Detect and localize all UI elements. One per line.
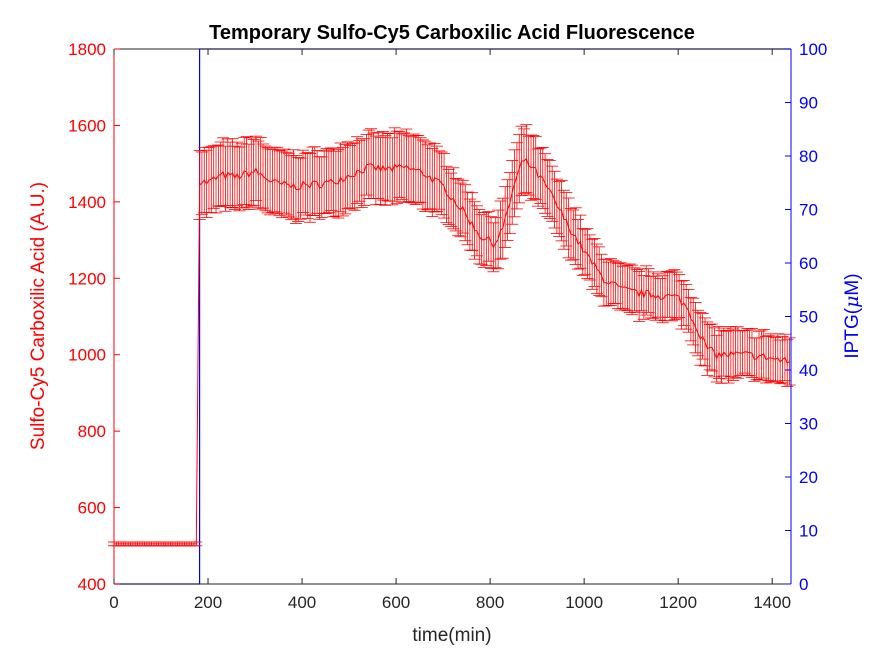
right-y-tick-label: 90	[799, 94, 818, 113]
x-tick-label: 1400	[753, 593, 791, 612]
x-tick-label: 200	[194, 593, 222, 612]
left-y-axis-label: Sulfo-Cy5 Carboxilic Acid (A.U.)	[28, 182, 49, 450]
fluorescence-mean-line	[114, 157, 790, 545]
right-y-axis-label: IPTG(μM)	[841, 273, 863, 358]
left-y-tick-label: 800	[78, 422, 106, 441]
left-y-tick-label: 600	[78, 499, 106, 518]
left-y-tick-label: 1000	[68, 346, 106, 365]
right-y-tick-label: 100	[799, 40, 827, 59]
right-y-tick-label: 20	[799, 468, 818, 487]
left-y-tick-label: 1200	[68, 269, 106, 288]
left-y-tick-label: 400	[78, 575, 106, 594]
x-tick-label: 600	[382, 593, 410, 612]
x-tick-label: 0	[109, 593, 118, 612]
right-y-tick-label: 30	[799, 415, 818, 434]
chart-title: Temporary Sulfo-Cy5 Carboxilic Acid Fluo…	[209, 22, 695, 44]
error-bar	[783, 337, 796, 386]
x-axis-ticks: 0 200 400 600 800 1000 1200 1400	[109, 49, 791, 612]
left-y-axis-ticks: 400 600 800 1000 1200 1400 1600 1800	[68, 40, 120, 594]
x-axis-label: time(min)	[412, 625, 491, 646]
left-y-tick-label: 1600	[68, 116, 106, 135]
x-tick-label: 800	[476, 593, 504, 612]
right-y-tick-label: 80	[799, 147, 818, 166]
right-y-tick-label: 70	[799, 201, 818, 220]
right-y-axis-label-mu: μ	[841, 296, 863, 308]
x-tick-label: 1000	[565, 593, 603, 612]
right-y-tick-label: 50	[799, 308, 818, 327]
x-tick-label: 1200	[659, 593, 697, 612]
right-y-tick-label: 10	[799, 522, 818, 541]
right-y-tick-label: 40	[799, 361, 818, 380]
plot-background	[114, 49, 791, 584]
left-y-tick-label: 1400	[68, 193, 106, 212]
right-y-tick-label: 0	[799, 575, 808, 594]
left-y-tick-label: 1800	[68, 40, 106, 59]
fluorescence-series	[114, 157, 790, 545]
right-y-axis-label-suffix: M)	[842, 273, 863, 295]
right-y-tick-label: 60	[799, 254, 818, 273]
right-y-axis-label-prefix: IPTG(	[842, 307, 863, 358]
right-y-axis-ticks: 0 10 20 30 40 50 60 70 80 90 100	[785, 40, 827, 594]
x-tick-label: 400	[288, 593, 316, 612]
